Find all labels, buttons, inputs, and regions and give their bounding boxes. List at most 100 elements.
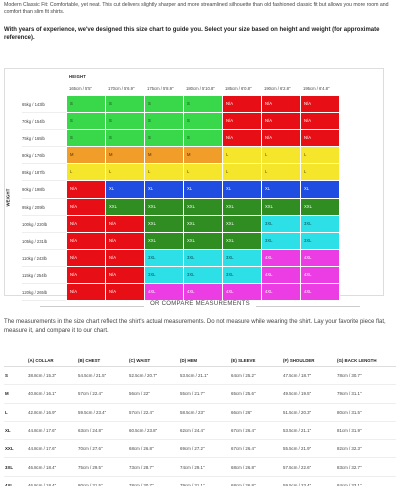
measurement-value: 78cm / 30.7": [129, 482, 154, 486]
size-cell: M: [106, 147, 145, 165]
measurement-value: 80cm / 31.5": [337, 409, 362, 415]
size-grid-row: N/A N/A 3XL 3XL 3XL 4XL 4XL: [67, 249, 340, 267]
size-cell: 3XL: [262, 232, 301, 250]
height-header: 170cm / 5'6.9": [108, 86, 135, 91]
measurement-value: 67cm / 26.4": [231, 428, 256, 434]
size-cell: XXL: [145, 232, 184, 250]
measurement-value: 47.5cm / 18.7": [283, 373, 312, 379]
size-cell: S: [145, 96, 184, 114]
measurement-value: 49.5cm / 19.5": [283, 391, 312, 397]
size-grid-row: N/A N/A XXL XXL XXL 3XL 3XL: [67, 232, 340, 250]
size-cell: N/A: [262, 113, 301, 131]
measurement-value: 75cm / 29.5": [78, 464, 103, 470]
size-cell: XL: [145, 181, 184, 199]
size-cell: N/A: [106, 266, 145, 285]
measurement-value: 55.5cm / 21.9": [283, 446, 312, 452]
weight-label: 80kg / 176lb: [22, 147, 66, 165]
measurement-value: 54.5cm / 21.5": [78, 373, 107, 379]
size-cell: S: [67, 130, 106, 148]
measurement-value: 66cm / 26": [231, 409, 252, 415]
size-cell: XXL: [145, 198, 184, 216]
size-cell: S: [184, 96, 223, 114]
measurement-row: XL 44.8cm / 17.6" 63cm / 24.8" 60.5cm / 23.…: [4, 422, 396, 441]
weight-label: 100kg / 220lb: [22, 216, 66, 233]
size-grid-row: N/A XXL XXL XXL XXL XXL XXL: [67, 198, 340, 216]
measurement-column-header: (B) CHEST: [78, 358, 101, 363]
size-cell: L: [301, 164, 340, 182]
measurement-value: 69cm / 27.2": [180, 446, 205, 452]
size-cell: N/A: [301, 96, 340, 114]
measurement-value: 62cm / 24.4": [180, 428, 205, 434]
size-grid-row: S S S S N/A N/A N/A: [67, 130, 340, 148]
measurement-row: 4XL 46.8cm / 18.4" 80cm / 31.5" 78cm / 30.7…: [4, 477, 396, 486]
size-instruction: With years of experience, we've designed…: [4, 27, 380, 41]
size-grid-row: S S S S N/A N/A N/A: [67, 96, 340, 114]
measurement-value: 68cm / 26.8": [129, 446, 154, 452]
size-cell: N/A: [106, 249, 145, 267]
measurement-value: 82cm / 32.3": [337, 446, 362, 452]
measurement-value: 53.5cm / 21.1": [283, 428, 312, 434]
size-cell: S: [184, 130, 223, 148]
height-header: 185cm / 6'0.8": [225, 86, 252, 91]
measurement-row: M 40.8cm / 16.1" 57cm / 22.4" 56cm / 22" 55c…: [4, 385, 396, 404]
size-label: XXL: [5, 446, 14, 452]
or-divider: OR COMPARE MEASUREMENTS: [0, 301, 400, 307]
size-cell: 3XL: [145, 266, 184, 285]
size-label: M: [5, 391, 9, 397]
measurement-row: 3XL 46.8cm / 18.4" 75cm / 29.5" 73cm / 28.7…: [4, 458, 396, 477]
measurement-value: 63cm / 24.8": [78, 428, 103, 434]
measurement-column-header: (E) SLEEVE: [231, 358, 256, 363]
weight-axis-title: WEIGHT: [5, 188, 11, 207]
size-cell: XL: [262, 181, 301, 199]
measurement-value: 73cm / 28.7": [129, 464, 154, 470]
size-cell: L: [301, 147, 340, 165]
measurement-body: S 38.8cm / 15.3" 54.5cm / 21.5" 52.5cm / 20…: [4, 367, 396, 486]
measurement-value: 52.5cm / 20.7": [129, 373, 158, 379]
size-cell: M: [184, 147, 223, 165]
size-cell: S: [145, 130, 184, 148]
size-label: XL: [5, 428, 11, 434]
size-cell: XXL: [223, 198, 262, 216]
measurement-note: The measurements in the size chart refle…: [4, 319, 386, 334]
fit-description: Modern Classic Fit: Comfortable, yet nea…: [4, 2, 389, 15]
size-cell: N/A: [106, 232, 145, 250]
measurement-value: 58.5cm / 23": [180, 409, 205, 415]
weight-label: 85kg / 187lb: [22, 164, 66, 182]
size-cell: 3XL: [262, 215, 301, 233]
measurement-value: 79cm / 31.1": [337, 391, 362, 397]
measurement-value: 56cm / 22": [129, 391, 150, 397]
measurement-value: 57cm / 22.4": [129, 409, 154, 415]
measurement-value: 65cm / 25.6": [231, 391, 256, 397]
weight-label: 95kg / 209lb: [22, 199, 66, 216]
size-cell: 4XL: [262, 266, 301, 285]
size-cell: S: [67, 113, 106, 131]
size-grid-row: N/A XL XL XL XL XL XL: [67, 181, 340, 199]
size-cell: 4XL: [262, 249, 301, 267]
size-cell: 3XL: [184, 266, 223, 285]
height-header: 195cm / 6'4.8": [303, 86, 330, 91]
size-cell: N/A: [262, 96, 301, 114]
weight-label: 110kg / 243lb: [22, 250, 66, 267]
size-cell: L: [67, 164, 106, 182]
or-divider-label: OR COMPARE MEASUREMENTS: [144, 301, 256, 307]
size-cell: N/A: [262, 130, 301, 148]
size-cell: S: [106, 96, 145, 114]
size-cell: L: [145, 164, 184, 182]
measurement-column-header: (D) HEM: [180, 358, 198, 363]
weight-label: 120kg / 265lb: [22, 284, 66, 302]
size-grid-row: N/A N/A 4XL 4XL 4XL 4XL 4XL: [67, 284, 340, 302]
size-cell: XXL: [223, 232, 262, 250]
measurement-column-header: (C) WAIST: [129, 358, 151, 363]
size-cell: 3XL: [301, 215, 340, 233]
measurement-value: 51.5cm / 20.3": [283, 409, 312, 415]
size-cell: 3XL: [145, 249, 184, 267]
height-header-row: 165cm / 5'5" 170cm / 5'6.9" 175cm / 5'8.9"…: [67, 86, 340, 91]
measurement-value: 38.8cm / 15.3": [28, 373, 57, 379]
weight-label: 90kg / 198lb: [22, 181, 66, 199]
size-cell: 4XL: [145, 284, 184, 302]
measurement-value: 80cm / 31.5": [78, 482, 103, 486]
measurement-value: 57cm / 22.4": [78, 391, 103, 397]
measurement-value: 79cm / 31.1": [180, 482, 205, 486]
